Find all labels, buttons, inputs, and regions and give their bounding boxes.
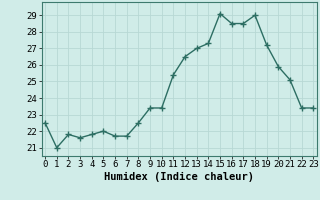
- X-axis label: Humidex (Indice chaleur): Humidex (Indice chaleur): [104, 172, 254, 182]
